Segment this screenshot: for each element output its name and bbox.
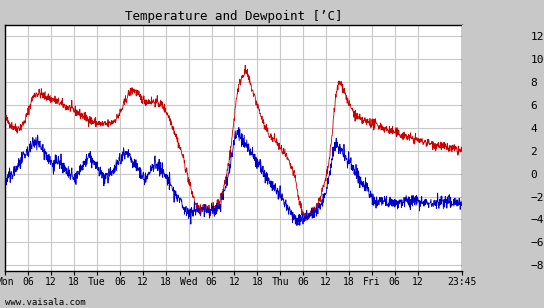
Text: www.vaisala.com: www.vaisala.com bbox=[5, 298, 86, 307]
Title: Temperature and Dewpoint [’C]: Temperature and Dewpoint [’C] bbox=[125, 10, 343, 23]
